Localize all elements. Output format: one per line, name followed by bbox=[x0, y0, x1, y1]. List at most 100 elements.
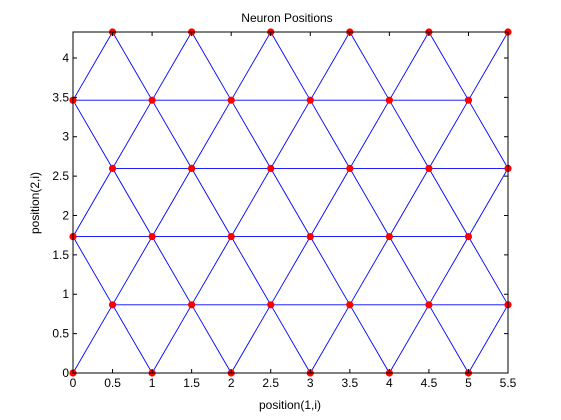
neuron-edge bbox=[349, 236, 390, 306]
chart-title: Neuron Positions bbox=[241, 11, 332, 25]
x-tick-label: 1 bbox=[149, 376, 156, 390]
neuron-edge bbox=[112, 31, 153, 101]
y-axis-label: position(2,i) bbox=[28, 172, 42, 234]
neuron-edge bbox=[428, 236, 469, 306]
neuron-point bbox=[385, 233, 393, 241]
neuron-edge bbox=[72, 168, 113, 237]
neuron-point bbox=[148, 96, 156, 104]
neuron-edge bbox=[349, 31, 390, 101]
neuron-point bbox=[464, 233, 473, 241]
neuron-edge bbox=[151, 99, 193, 169]
neuron-edge bbox=[349, 99, 390, 169]
neuron-edge bbox=[151, 304, 193, 374]
x-tick-label: 2 bbox=[228, 376, 235, 390]
y-tick-label: 1.5 bbox=[52, 248, 69, 262]
x-tick-label: 3.5 bbox=[341, 376, 358, 390]
y-tick-label: 3.5 bbox=[52, 90, 69, 104]
neuron-edge bbox=[309, 168, 351, 237]
neuron-point bbox=[306, 233, 314, 241]
neuron-edge bbox=[72, 99, 113, 169]
y-tick-label: 4 bbox=[62, 51, 69, 65]
neuron-edge bbox=[428, 31, 469, 101]
neuron-edge bbox=[468, 168, 509, 237]
neuron-point bbox=[306, 96, 314, 104]
neuron-edge bbox=[151, 168, 193, 237]
neuron-edge bbox=[388, 31, 430, 101]
neuron-edge bbox=[428, 168, 469, 237]
neuron-edge bbox=[468, 236, 509, 306]
neuron-edge bbox=[191, 31, 232, 101]
neuron-edge bbox=[309, 236, 351, 306]
neuron-point bbox=[227, 233, 235, 241]
neuron-edge bbox=[388, 304, 430, 374]
neuron-edge bbox=[468, 99, 509, 169]
neuron-edge bbox=[230, 99, 272, 169]
neuron-edge bbox=[72, 31, 113, 101]
neuron-edge bbox=[428, 99, 469, 169]
neuron-point bbox=[267, 301, 275, 309]
neuron-edge bbox=[270, 99, 311, 169]
neuron-edge bbox=[112, 236, 153, 306]
neuron-edge bbox=[309, 31, 351, 101]
neuron-edge bbox=[309, 99, 351, 169]
neuron-edge bbox=[468, 304, 509, 374]
neuron-point bbox=[385, 96, 393, 104]
neuron-edge bbox=[230, 31, 272, 101]
neuron-edge bbox=[230, 304, 272, 374]
y-tick-label: 0.5 bbox=[52, 327, 69, 341]
neuron-point bbox=[227, 96, 235, 104]
neuron-point bbox=[267, 164, 275, 172]
neuron-edge bbox=[270, 236, 311, 306]
neuron-edge bbox=[191, 304, 232, 374]
neuron-point bbox=[188, 301, 196, 309]
neuron-edge bbox=[270, 304, 311, 374]
y-tick-label: 2.5 bbox=[52, 169, 69, 183]
neuron-edge bbox=[72, 304, 113, 374]
neuron-point bbox=[148, 233, 156, 241]
neuron-point bbox=[425, 301, 433, 309]
x-tick-label: 2.5 bbox=[262, 376, 279, 390]
neuron-edge bbox=[349, 168, 390, 237]
x-tick-label: 5.5 bbox=[500, 376, 517, 390]
x-tick-label: 4 bbox=[386, 376, 393, 390]
neuron-edge bbox=[388, 236, 430, 306]
neuron-edge bbox=[230, 168, 272, 237]
neuron-point bbox=[425, 164, 433, 172]
neuron-point bbox=[108, 164, 117, 172]
neuron-point bbox=[108, 301, 117, 309]
neuron-edge bbox=[428, 304, 469, 374]
neuron-point bbox=[464, 96, 473, 104]
neuron-edge bbox=[349, 304, 390, 374]
axes-box bbox=[72, 31, 509, 374]
neuron-edge bbox=[230, 236, 272, 306]
x-tick-label: 4.5 bbox=[421, 376, 438, 390]
x-tick-label: 1.5 bbox=[183, 376, 200, 390]
neuron-point bbox=[346, 164, 354, 172]
neuron-edge bbox=[388, 99, 430, 169]
neuron-edge bbox=[270, 31, 311, 101]
y-tick-label: 1 bbox=[62, 287, 69, 301]
x-tick-label: 3 bbox=[307, 376, 314, 390]
neuron-edge bbox=[468, 31, 509, 101]
neuron-edge bbox=[151, 236, 193, 306]
neuron-edge bbox=[112, 168, 153, 237]
neuron-point bbox=[346, 301, 354, 309]
y-tick-label: 0 bbox=[62, 366, 69, 380]
y-tick-label: 3 bbox=[62, 130, 69, 144]
neuron-edge bbox=[270, 168, 311, 237]
neuron-edge bbox=[112, 304, 153, 374]
neuron-edge bbox=[191, 168, 232, 237]
neuron-point bbox=[188, 164, 196, 172]
edge-layer bbox=[72, 31, 509, 374]
x-tick-label: 0.5 bbox=[104, 376, 121, 390]
neuron-edge bbox=[309, 304, 351, 374]
neuron-edge bbox=[191, 236, 232, 306]
tick-layer: 0 0.5 1 1.5 2 2.5 3 3.5 4 4.5 5 5.5 0 0.5 1 1.5 2 2.5 3 3.5… bbox=[52, 32, 517, 390]
y-tick-label: 2 bbox=[62, 208, 69, 222]
x-tick-label: 5 bbox=[465, 376, 472, 390]
x-axis-label: position(1,i) bbox=[259, 398, 321, 412]
neuron-edge bbox=[191, 99, 232, 169]
neuron-edge bbox=[388, 168, 430, 237]
